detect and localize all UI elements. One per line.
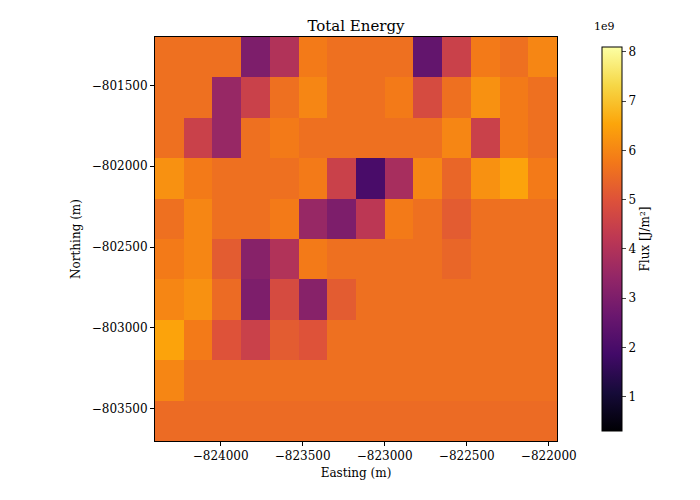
svg-text:5: 5 bbox=[628, 193, 636, 207]
svg-text:6: 6 bbox=[628, 144, 636, 158]
svg-text:Total Energy: Total Energy bbox=[307, 17, 405, 35]
svg-text:3: 3 bbox=[628, 291, 636, 305]
svg-text:−802000: −802000 bbox=[92, 159, 148, 173]
svg-text:4: 4 bbox=[628, 242, 636, 256]
svg-text:2: 2 bbox=[628, 341, 636, 355]
svg-text:−823000: −823000 bbox=[357, 449, 413, 463]
svg-text:1: 1 bbox=[628, 390, 636, 404]
svg-text:−824000: −824000 bbox=[193, 449, 249, 463]
svg-text:−822500: −822500 bbox=[439, 449, 495, 463]
svg-text:7: 7 bbox=[628, 94, 636, 108]
svg-text:8: 8 bbox=[628, 45, 636, 59]
svg-text:−803000: −803000 bbox=[92, 321, 148, 335]
svg-text:Northing (m): Northing (m) bbox=[69, 199, 83, 279]
svg-text:−803500: −803500 bbox=[92, 402, 148, 416]
svg-text:−823500: −823500 bbox=[275, 449, 331, 463]
svg-text:Easting (m): Easting (m) bbox=[321, 466, 392, 480]
svg-text:−822000: −822000 bbox=[521, 449, 577, 463]
svg-text:1e9: 1e9 bbox=[594, 20, 615, 33]
svg-text:−802500: −802500 bbox=[92, 240, 148, 254]
svg-text:Flux [J/m²]: Flux [J/m²] bbox=[638, 207, 652, 272]
svg-text:−801500: −801500 bbox=[92, 79, 148, 93]
